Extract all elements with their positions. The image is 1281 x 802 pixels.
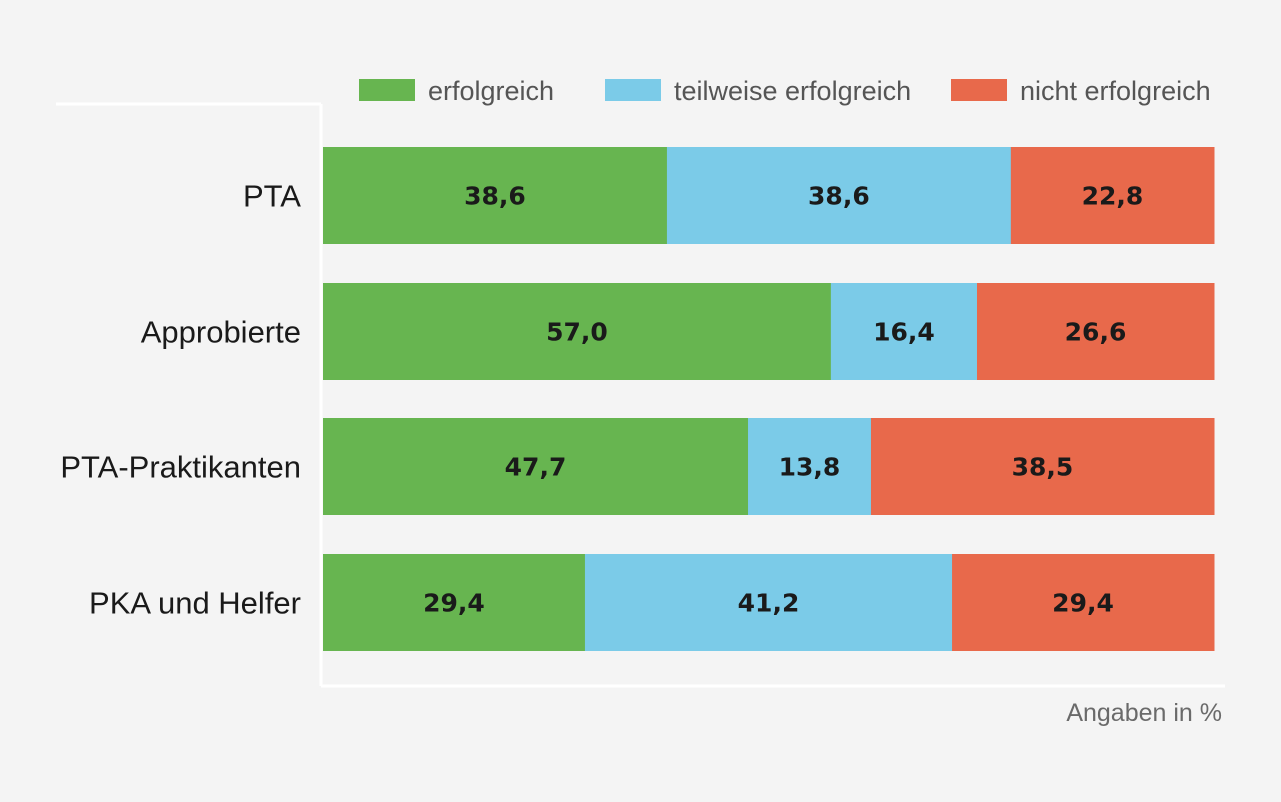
- value-label-teilweise-erfolgreich: 38,6: [808, 182, 870, 211]
- value-label-erfolgreich: 57,0: [546, 318, 608, 347]
- bar-segment-erfolgreich: [323, 147, 668, 244]
- value-label-nicht-erfolgreich: 29,4: [1052, 589, 1114, 618]
- bars-group: 38,6 38,6 22,8 57,0 16,4 26,6 47,7 13,8 38,5 29,4…: [323, 147, 1215, 651]
- bar-segment-teilweise-erfolgreich: [584, 554, 953, 651]
- bar-segment-erfolgreich: [323, 418, 749, 515]
- value-label-erfolgreich: 38,6: [464, 182, 526, 211]
- legend-swatch-erfolgreich: [359, 79, 415, 101]
- value-label-nicht-erfolgreich: 38,5: [1012, 453, 1074, 482]
- category-label-pta: PTA: [243, 179, 301, 214]
- legend-label-erfolgreich: erfolgreich: [428, 76, 554, 106]
- bar-row-approbierte: 57,0 16,4 26,6: [323, 283, 1215, 380]
- legend-swatch-nicht-erfolgreich: [951, 79, 1007, 101]
- bar-segment-erfolgreich: [323, 554, 586, 651]
- bar-segment-erfolgreich: [323, 283, 832, 380]
- legend-label-teilweise-erfolgreich: teilweise erfolgreich: [674, 76, 911, 106]
- category-label-pka-und-helfer: PKA und Helfer: [89, 586, 301, 621]
- category-label-approbierte: Approbierte: [141, 315, 301, 350]
- bar-segment-teilweise-erfolgreich: [748, 418, 872, 515]
- value-label-erfolgreich: 29,4: [423, 589, 485, 618]
- bar-row-pta: 38,6 38,6 22,8: [323, 147, 1215, 244]
- value-label-teilweise-erfolgreich: 13,8: [779, 453, 841, 482]
- value-label-teilweise-erfolgreich: 41,2: [738, 589, 800, 618]
- unit-note: Angaben in %: [1066, 699, 1222, 727]
- bar-row-pta-praktikanten: 47,7 13,8 38,5: [323, 418, 1215, 515]
- bar-row-pka-und-helfer: 29,4 41,2 29,4: [323, 554, 1215, 651]
- bar-segment-nicht-erfolgreich: [870, 418, 1215, 515]
- legend-swatch-teilweise-erfolgreich: [605, 79, 661, 101]
- bar-segment-teilweise-erfolgreich: [830, 283, 978, 380]
- value-label-teilweise-erfolgreich: 16,4: [873, 318, 935, 347]
- bar-segment-nicht-erfolgreich: [1010, 147, 1215, 244]
- value-label-nicht-erfolgreich: 26,6: [1065, 318, 1127, 347]
- bar-segment-teilweise-erfolgreich: [666, 147, 1012, 244]
- category-label-pta-praktikanten: PTA-Praktikanten: [60, 450, 301, 485]
- value-label-nicht-erfolgreich: 22,8: [1082, 182, 1144, 211]
- legend-label-nicht-erfolgreich: nicht erfolgreich: [1020, 76, 1211, 106]
- bar-segment-nicht-erfolgreich: [952, 554, 1215, 651]
- value-label-erfolgreich: 47,7: [505, 453, 567, 482]
- legend: erfolgreich teilweise erfolgreich nicht er…: [359, 76, 1211, 106]
- category-labels: PTA Approbierte PTA-Praktikanten PKA und He…: [60, 179, 301, 621]
- bar-segment-nicht-erfolgreich: [976, 283, 1215, 380]
